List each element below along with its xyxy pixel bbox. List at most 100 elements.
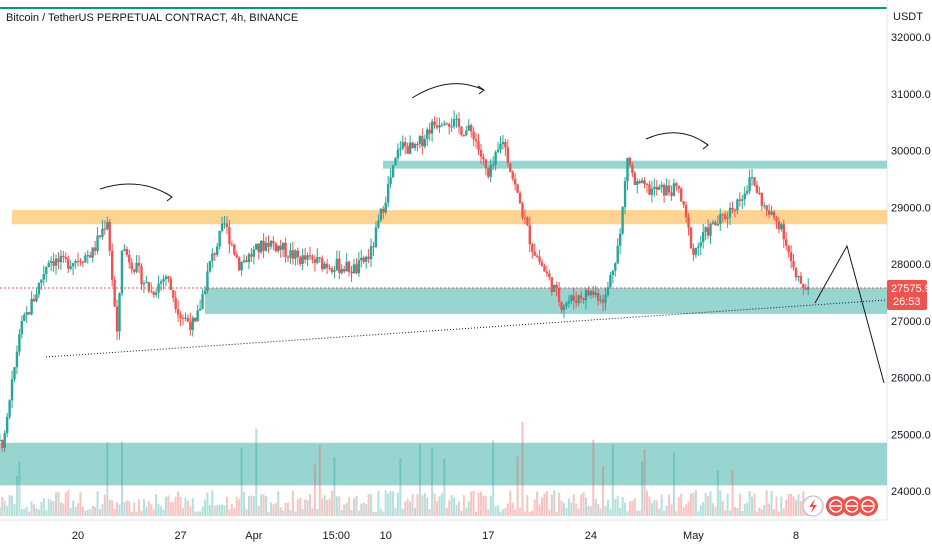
volume-bar [23,508,26,516]
time-tick-label: 24 [585,530,597,542]
bottom-widgets[interactable] [802,495,878,517]
volume-bar [680,493,683,516]
zone-resistance [12,210,887,225]
volume-bar [118,504,121,516]
candle-body [538,256,541,262]
volume-bar [724,510,727,516]
volume-bar [13,504,16,516]
candle-body [13,367,16,380]
volume-bar [753,493,756,516]
candle-body [792,261,795,268]
volume-bar [428,509,431,516]
candle-body [142,282,146,285]
volume-bar [311,508,314,516]
candle-body [299,257,302,264]
candle-body [69,266,72,269]
candle-body [753,177,756,186]
candle-body [316,257,319,263]
volume-bar [504,507,507,516]
candle-body [631,165,634,174]
candle-body [89,255,92,258]
volume-bar [626,511,629,516]
candle-body [706,227,710,236]
candle-body [516,184,519,193]
volume-bar [648,496,651,516]
volume-bar [582,492,585,516]
candle-body [704,227,707,233]
candle-body [196,310,199,322]
candle-body [203,290,207,295]
volume-bar [558,492,561,516]
volume-bar [174,496,177,516]
volume-bar [572,494,575,516]
candle-body [286,256,290,258]
candle-body [364,256,368,262]
volume-bar [604,505,607,516]
volume-bar [294,511,297,516]
candle-body [91,247,94,258]
volume-bar [213,505,216,516]
candle-body [152,291,155,295]
flash-icon[interactable] [802,495,824,517]
volume-bar [116,502,119,516]
volume-bar [406,499,409,516]
volume-bar [321,498,324,516]
volume-bar [589,506,592,516]
volume-bar [52,501,55,516]
volume-bar [272,504,275,516]
volume-bar [160,506,163,516]
candle-body [418,136,422,145]
volume-bar [592,439,595,516]
candle-body [455,118,458,120]
volume-bar [230,504,233,516]
candle-body [374,227,378,248]
volume-bar [460,510,463,516]
candle-body [289,250,292,258]
candle-body [174,297,177,309]
candle-body [96,235,99,251]
candle-body [804,287,807,290]
volume-bar [709,491,712,516]
volume-bar [196,511,199,516]
candle-body [553,285,556,292]
volume-bar [296,499,299,516]
volume-bar [352,498,355,516]
volume-bar [387,493,390,516]
time-tick-label: 8 [793,530,799,542]
price-tick-label: 25000.0 [891,429,931,441]
candle-body [609,275,612,288]
candle-body [474,139,478,142]
earnings-icon-3[interactable] [858,496,878,516]
volume-bar [96,491,99,516]
volume-bar [755,511,758,516]
volume-bar [62,503,65,516]
volume-bar [746,502,749,516]
volume-bar [614,499,617,516]
volume-bar [682,507,685,516]
volume-bar [282,510,285,516]
volume-bar [389,491,392,516]
volume-bar [663,510,666,516]
candle-body [701,232,705,243]
volume-bar [182,508,185,516]
candle-body [494,151,497,165]
volume-bar [177,491,180,516]
volume-bar [203,499,206,516]
volume-bar [89,509,92,516]
volume-bar [150,504,153,516]
volume-bar [475,511,478,516]
candle-body [330,268,334,272]
chart-title: Bitcoin / TetherUS PERPETUAL CONTRACT, 4… [6,12,298,24]
candle-body [421,136,424,147]
candle-body [448,124,451,127]
candle-body [667,185,671,193]
candle-body [264,242,268,251]
candle-body [648,184,651,195]
volume-bar [123,501,126,516]
volume-bar [106,442,109,516]
candle-body [662,184,666,196]
candle-body [79,261,82,263]
volume-bar [616,496,619,516]
volume-bar [467,501,470,516]
